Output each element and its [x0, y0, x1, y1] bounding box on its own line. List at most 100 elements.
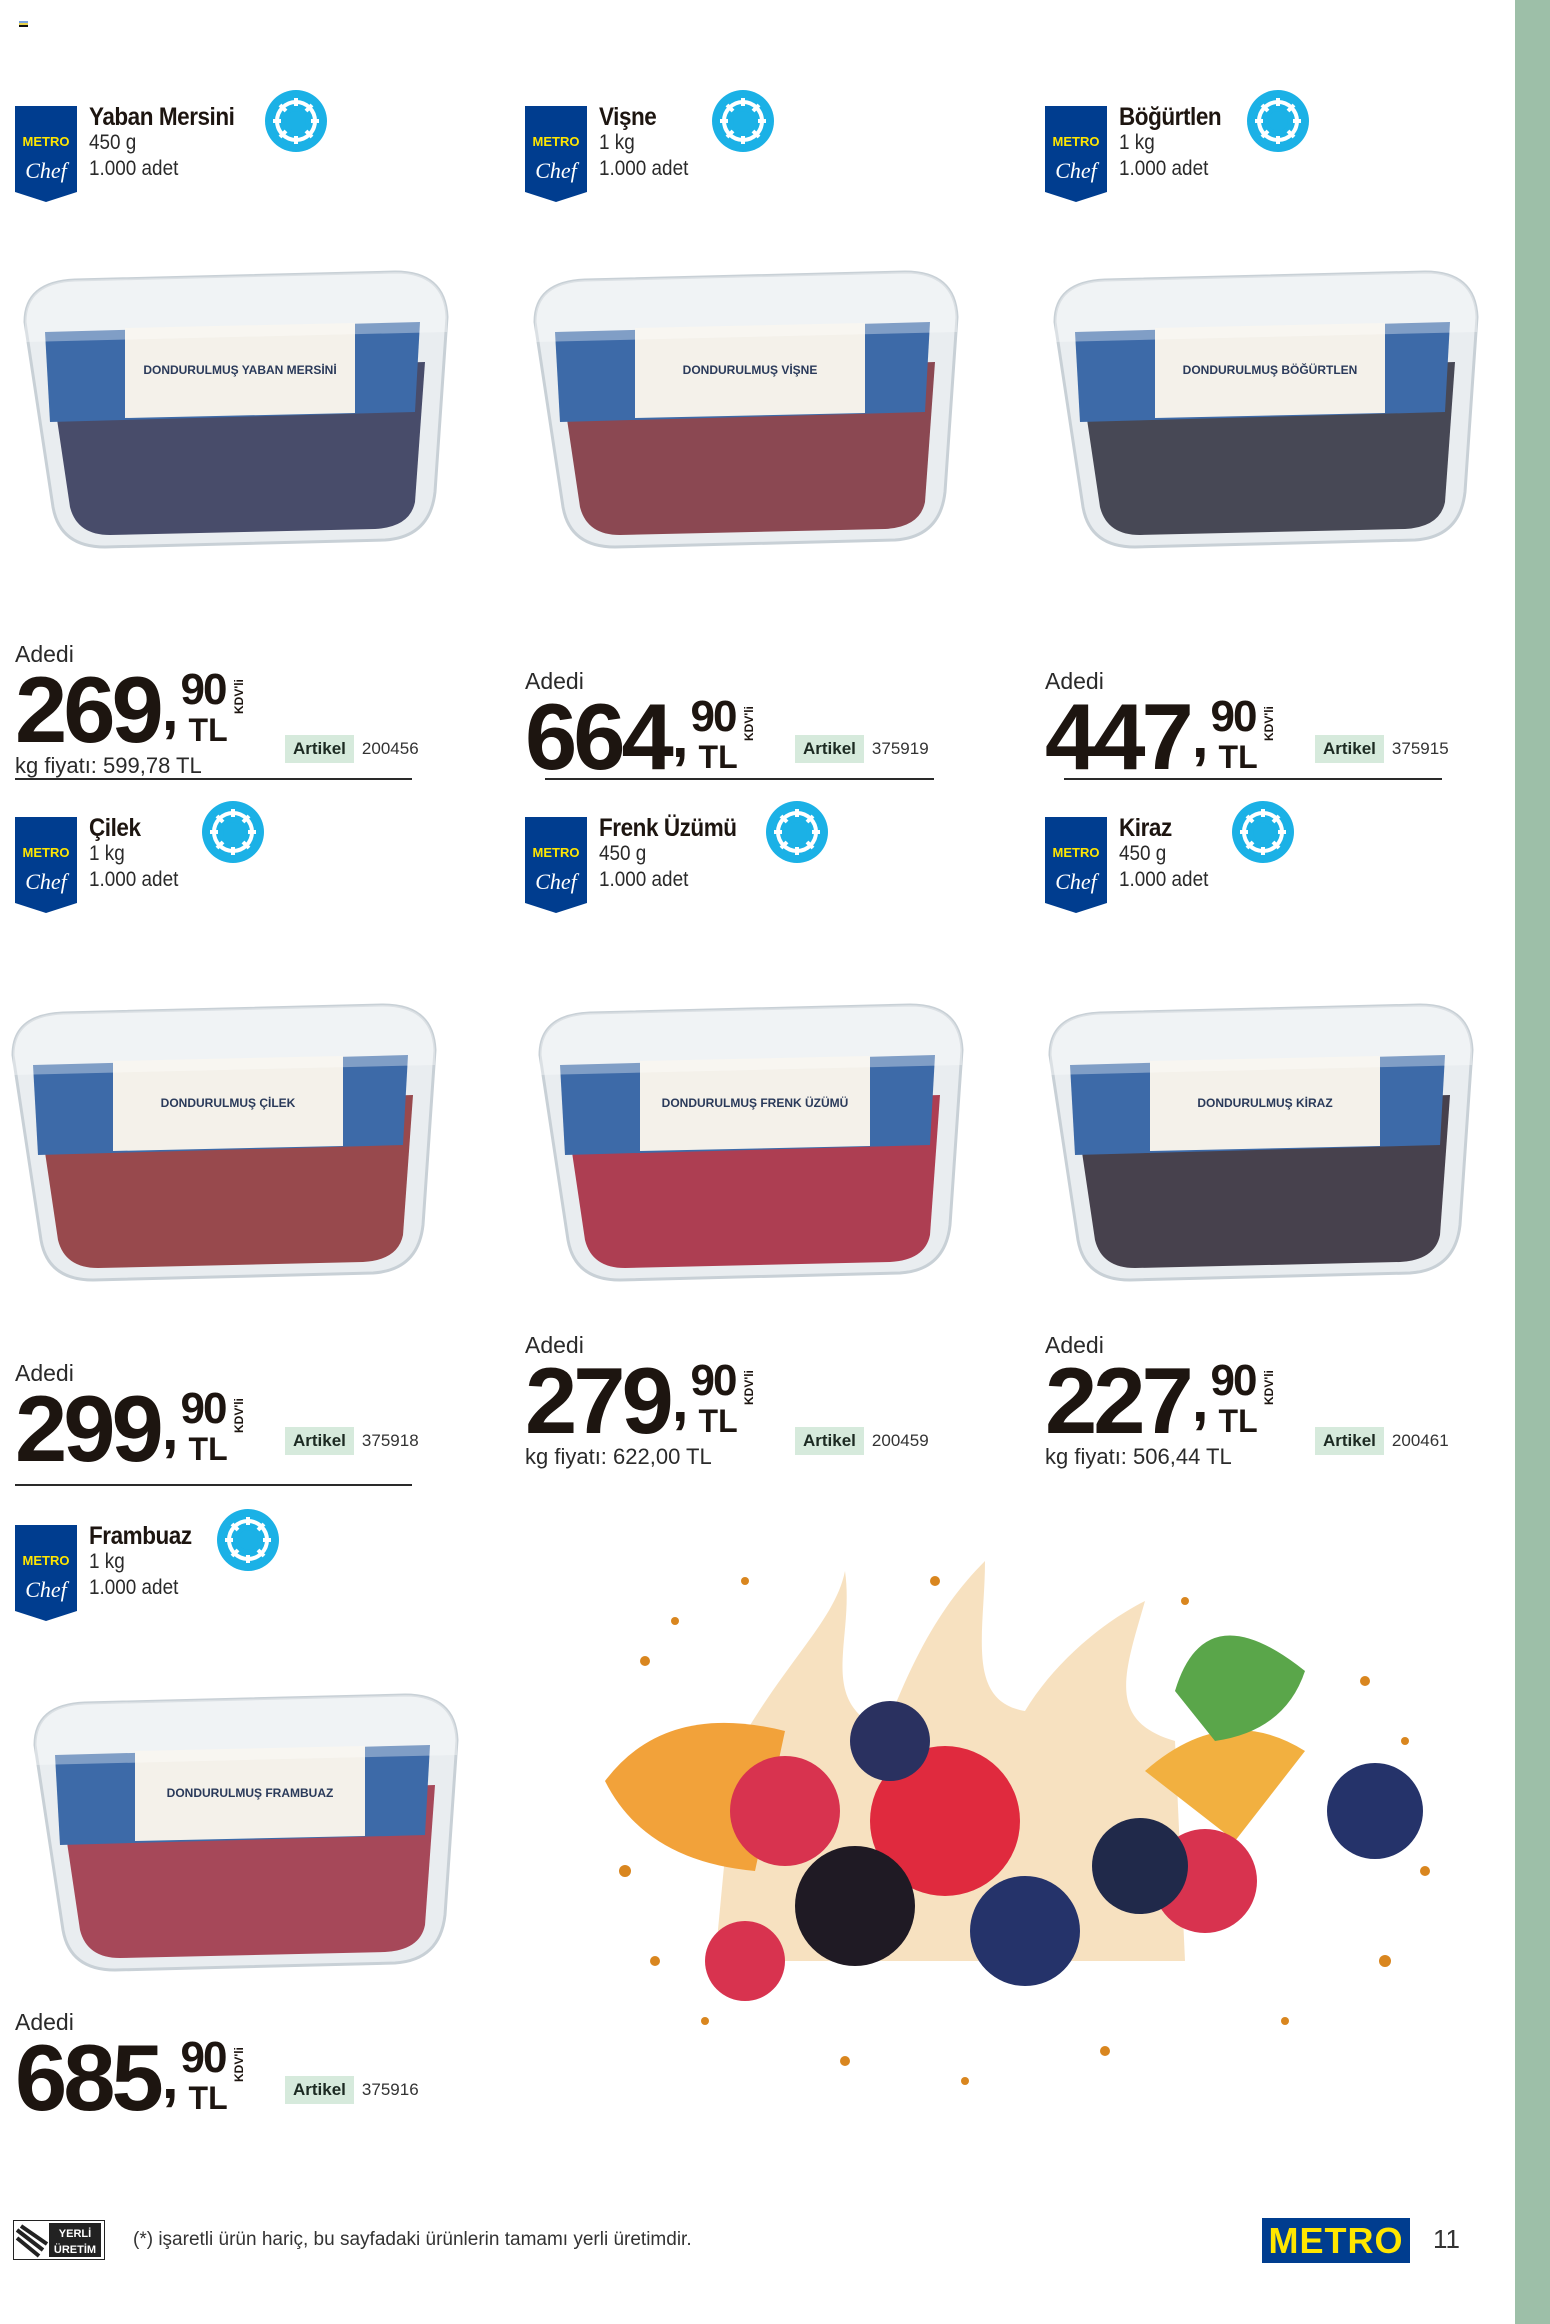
- artikel-label: Artikel: [285, 2076, 354, 2104]
- product-card: METRO Chef Vişne 1 kg 1.000 adet: [525, 90, 995, 827]
- product-card: METRO Chef Frenk Üzümü 450 g 1.000 adet: [525, 801, 995, 1491]
- package-label-text: DONDURULMUŞ KİRAZ: [1197, 1095, 1332, 1110]
- price-block: Adedi 664 , 90 TL KDV'li: [525, 667, 756, 789]
- product-card: METRO Chef Yaban Mersini 450 g 1.000 ade…: [15, 90, 485, 800]
- price-currency: TL: [698, 739, 738, 775]
- svg-text:ÜRETİM: ÜRETİM: [54, 2243, 96, 2256]
- product-pack: 1.000 adet: [89, 868, 179, 891]
- berry-splash-image: [605, 1561, 1430, 2085]
- snowflake-frozen-icon: [217, 1509, 280, 1571]
- product-weight: 1 kg: [1119, 131, 1155, 154]
- product-package-image: DONDURULMUŞ FRAMBUAZ: [33, 1693, 459, 1972]
- price-whole: 664: [525, 684, 674, 789]
- kg-price: kg fiyatı: 622,00 TL: [525, 1444, 712, 1469]
- product-header: METRO Chef Frenk Üzümü 450 g 1.000 adet: [525, 801, 828, 913]
- artikel-label: Artikel: [1315, 735, 1384, 763]
- product-package-image: DONDURULMUŞ BÖĞÜRTLEN: [1053, 270, 1479, 549]
- kdv-label: KDV'li: [741, 706, 756, 741]
- side-color-strip: [1515, 0, 1550, 2324]
- product-name: Kiraz: [1119, 814, 1172, 842]
- badge-metro-text: METRO: [23, 1553, 70, 1568]
- product-weight: 1 kg: [89, 1550, 125, 1573]
- price-unit-label: Adedi: [1045, 1332, 1104, 1358]
- price-decimal: 90: [690, 1356, 738, 1405]
- product-weight: 1 kg: [89, 842, 125, 865]
- price-currency: TL: [1218, 739, 1258, 775]
- product-header: METRO Chef Vişne 1 kg 1.000 adet: [525, 90, 775, 202]
- price-decimal: 90: [1210, 1356, 1258, 1405]
- metro-chef-badge: METRO Chef: [1045, 817, 1107, 913]
- badge-chef-text: Chef: [25, 1577, 69, 1602]
- price-block: Adedi 299 , 90 TL KDV'li: [15, 1359, 246, 1481]
- product-weight: 450 g: [89, 131, 137, 154]
- price-whole: 447: [1045, 684, 1194, 789]
- price-unit-label: Adedi: [1045, 668, 1104, 694]
- price-decimal: 90: [180, 665, 228, 714]
- product-header: METRO Chef Çilek 1 kg 1.000 adet: [15, 801, 265, 913]
- product-name: Frenk Üzümü: [599, 814, 737, 842]
- price-unit-label: Adedi: [15, 2009, 74, 2035]
- artikel-label: Artikel: [285, 735, 354, 763]
- product-package-image: DONDURULMUŞ FRENK ÜZÜMÜ: [538, 1003, 964, 1282]
- divider: [1064, 778, 1442, 780]
- kdv-label: KDV'li: [741, 1370, 756, 1405]
- product-name: Böğürtlen: [1119, 103, 1222, 131]
- metro-logo-text: METRO: [1268, 2219, 1404, 2261]
- product-name: Frambuaz: [89, 1522, 192, 1550]
- product-card: METRO Chef Çilek 1 kg 1.000 adet: [11, 801, 485, 1519]
- badge-chef-text: Chef: [535, 158, 579, 183]
- artikel-number: 200456: [361, 739, 419, 758]
- svg-text:YERLİ: YERLİ: [59, 2227, 91, 2240]
- price-comma: ,: [161, 1395, 179, 1462]
- snowflake-frozen-icon: [264, 90, 327, 152]
- price-currency: TL: [1218, 1403, 1258, 1439]
- price-comma: ,: [161, 676, 179, 743]
- product-pack: 1.000 adet: [599, 157, 689, 180]
- product-weight: 1 kg: [599, 131, 635, 154]
- package-label-text: DONDURULMUŞ FRENK ÜZÜMÜ: [662, 1095, 849, 1110]
- package-label-text: DONDURULMUŞ ÇİLEK: [161, 1095, 296, 1110]
- product-package-image: DONDURULMUŞ ÇİLEK: [11, 1003, 437, 1282]
- product-package-image: DONDURULMUŞ VİŞNE: [533, 270, 959, 549]
- snowflake-frozen-icon: [765, 801, 828, 863]
- divider: [15, 1484, 412, 1486]
- metro-chef-badge: METRO Chef: [15, 106, 77, 202]
- product-header: METRO Chef Kiraz 450 g 1.000 adet: [1045, 801, 1295, 913]
- product-header: METRO Chef Böğürtlen 1 kg 1.000 adet: [1045, 90, 1309, 202]
- price-block: Adedi 227 , 90 TL KDV'li kg fiyatı: 506,4…: [1045, 1331, 1276, 1471]
- kdv-label: KDV'li: [231, 2047, 246, 2082]
- product-weight: 450 g: [599, 842, 647, 865]
- print-color-mark: [19, 21, 28, 27]
- price-whole: 299: [15, 1376, 164, 1481]
- price-currency: TL: [188, 2080, 228, 2116]
- snowflake-frozen-icon: [202, 801, 265, 863]
- artikel-label: Artikel: [285, 1427, 354, 1455]
- artikel-code: Artikel 200456: [285, 735, 419, 763]
- artikel-number: 375919: [871, 739, 929, 758]
- artikel-code: Artikel 375915: [1315, 735, 1449, 763]
- artikel-code: Artikel 375916: [285, 2076, 419, 2104]
- product-card: METRO Chef Kiraz 450 g 1.000 adet: [1045, 801, 1515, 1491]
- badge-metro-text: METRO: [533, 845, 580, 860]
- artikel-number: 200459: [871, 1431, 929, 1450]
- divider: [15, 778, 412, 780]
- metro-chef-badge: METRO Chef: [15, 817, 77, 913]
- product-name: Yaban Mersini: [89, 103, 235, 131]
- price-unit-label: Adedi: [525, 668, 584, 694]
- badge-chef-text: Chef: [1055, 158, 1099, 183]
- price-comma: ,: [1191, 703, 1209, 770]
- kg-price: kg fiyatı: 506,44 TL: [1045, 1444, 1232, 1469]
- product-header: METRO Chef Frambuaz 1 kg 1.000 adet: [15, 1509, 280, 1621]
- artikel-code: Artikel 375919: [795, 735, 929, 763]
- artikel-number: 375915: [1391, 739, 1449, 758]
- product-card: METRO Chef Frambuaz 1 kg 1.000 adet: [15, 1509, 485, 2168]
- artikel-number: 200461: [1391, 1431, 1449, 1450]
- artikel-number: 375916: [361, 2080, 419, 2099]
- artikel-code: Artikel 200461: [1315, 1427, 1449, 1455]
- badge-metro-text: METRO: [23, 845, 70, 860]
- product-pack: 1.000 adet: [599, 868, 689, 891]
- price-block: Adedi 269 , 90 TL KDV'li kg fiyatı: 599,7…: [15, 640, 246, 780]
- badge-metro-text: METRO: [533, 134, 580, 149]
- price-unit-label: Adedi: [15, 1360, 74, 1386]
- product-pack: 1.000 adet: [89, 157, 179, 180]
